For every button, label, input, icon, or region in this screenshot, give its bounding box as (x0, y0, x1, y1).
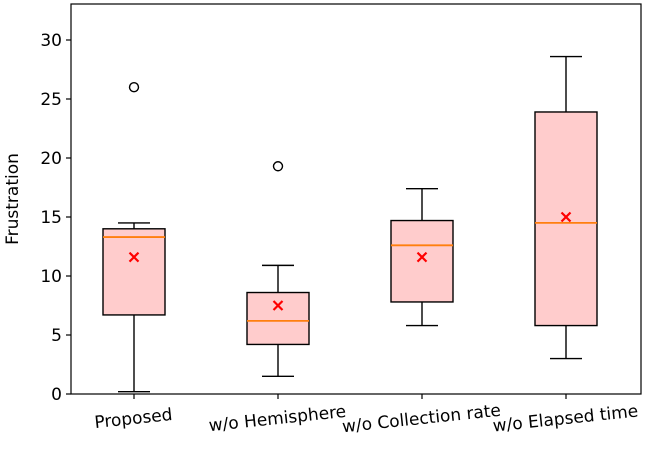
mean-marker (416, 251, 428, 263)
box-group (534, 55, 598, 360)
y-axis: 0 5 10 15 20 25 30 (40, 31, 71, 405)
box-group (102, 81, 166, 393)
iqr-box (246, 291, 310, 346)
x-tick-label: w/o Collection rate (341, 401, 502, 438)
iqr-box (534, 111, 598, 327)
mean-marker (272, 300, 284, 311)
iqr-box (102, 228, 166, 316)
y-tick-label: 30 (40, 31, 62, 51)
y-tick-label: 25 (40, 90, 62, 110)
y-tick-label: 5 (51, 326, 62, 346)
iqr-box (390, 219, 454, 303)
outlier-point (128, 81, 140, 93)
y-tick-label: 10 (40, 267, 62, 287)
x-tick-label: w/o Hemisphere (208, 402, 347, 436)
mean-marker (128, 251, 140, 263)
y-tick-label: 0 (51, 385, 62, 405)
boxes (102, 55, 598, 393)
x-tick-label: Proposed (94, 405, 174, 433)
box-group (246, 161, 310, 377)
y-tick-label: 20 (40, 149, 62, 169)
x-tick-label: w/o Elapsed time (492, 401, 639, 436)
y-axis-label: Frustration (3, 153, 23, 245)
plot-frame (70, 3, 642, 395)
outlier-point (272, 161, 284, 172)
mean-marker (560, 211, 572, 223)
box-group (390, 187, 454, 327)
y-tick-label: 15 (40, 208, 62, 228)
